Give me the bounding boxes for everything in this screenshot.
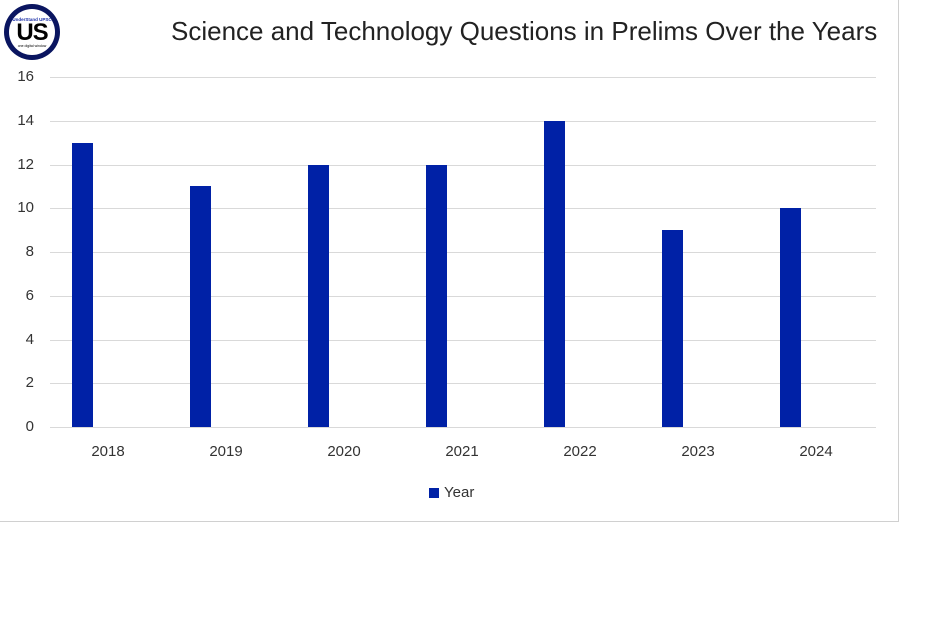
y-tick-label: 16 — [17, 68, 34, 85]
x-tick-label: 2024 — [799, 443, 833, 460]
legend-swatch-icon — [429, 487, 439, 498]
legend-label: Year — [444, 484, 475, 501]
gridline — [50, 120, 876, 122]
bar-2024[interactable] — [780, 208, 801, 427]
chart-title: Science and Technology Questions in Prel… — [171, 16, 878, 46]
gridline — [50, 208, 876, 210]
understand-upsc-logo: UnderStand UPSC US one digital window — [4, 4, 60, 60]
x-tick-label: 2018 — [91, 443, 125, 460]
y-tick-label: 0 — [25, 418, 34, 435]
y-tick-label: 14 — [17, 111, 34, 129]
logo-inner: UnderStand UPSC US one digital window — [9, 9, 55, 55]
bar-2021[interactable] — [426, 164, 447, 427]
gridline — [50, 77, 876, 78]
x-tick-label: 2019 — [209, 443, 243, 460]
gridline — [50, 295, 876, 297]
gridline — [50, 383, 876, 385]
x-tick-label: 2020 — [327, 443, 361, 460]
logo-bottom-text: one digital window — [17, 43, 47, 48]
y-tick-label: 6 — [25, 286, 34, 304]
logo-top-text: UnderStand UPSC — [12, 16, 52, 22]
x-tick-label: 2022 — [563, 443, 597, 460]
logo-main-text: US — [16, 18, 48, 46]
bar-2020[interactable] — [308, 164, 329, 427]
x-tick-label: 2023 — [681, 443, 715, 460]
y-tick-label: 2 — [25, 374, 34, 392]
bar-2023[interactable] — [662, 230, 683, 427]
gridline — [50, 339, 876, 341]
y-tick-label: 10 — [17, 199, 34, 217]
y-tick-label: 4 — [25, 330, 34, 348]
gridline — [50, 164, 876, 166]
y-tick-label: 8 — [25, 243, 34, 260]
bar-2019[interactable] — [190, 186, 211, 427]
plot-area — [50, 77, 876, 428]
x-tick-label: 2021 — [445, 443, 479, 460]
gridline — [50, 252, 876, 253]
gridline — [50, 427, 876, 428]
bar-2018[interactable] — [72, 142, 93, 427]
y-tick-label: 12 — [17, 155, 34, 173]
legend: Year — [429, 484, 474, 501]
bar-2022[interactable] — [544, 120, 565, 427]
chart-frame: UnderStand UPSC US one digital window Sc… — [0, 0, 899, 522]
